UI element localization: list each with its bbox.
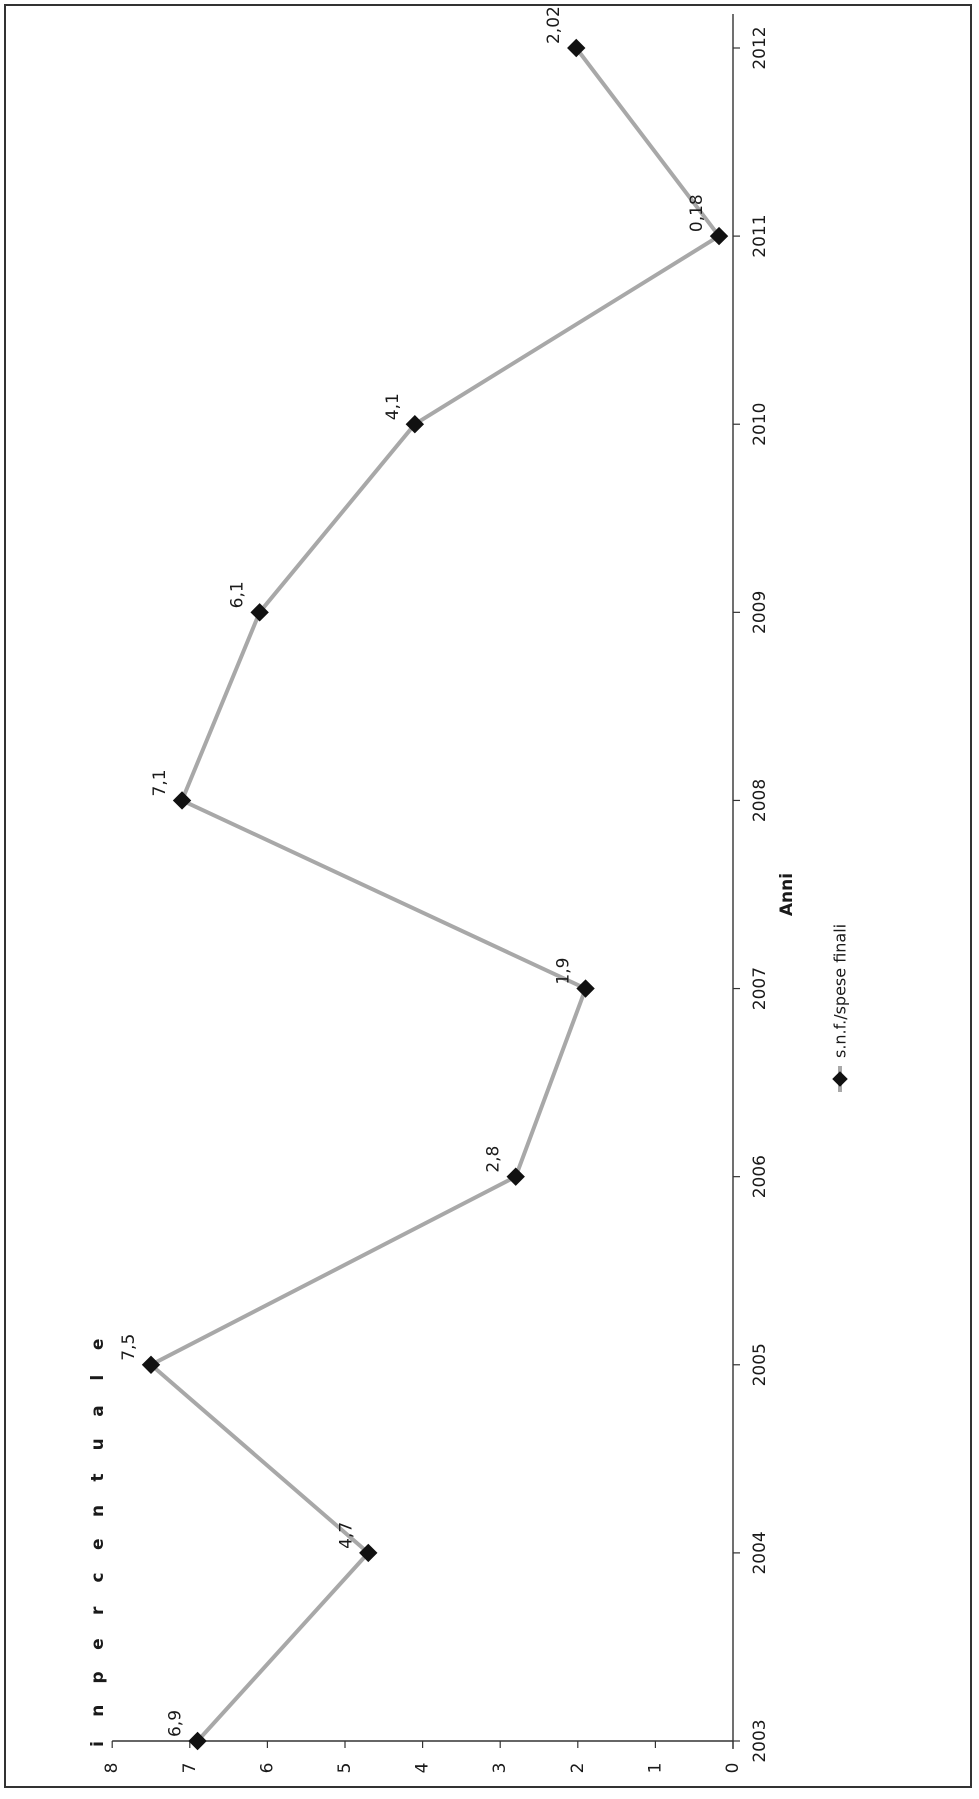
data-label: 1,9: [554, 958, 574, 985]
series-line: [149, 46, 721, 1743]
value-tick-label: 4: [413, 1763, 433, 1774]
data-point-marker: [506, 1167, 525, 1186]
chart-frame: [4, 4, 972, 1788]
data-point-marker: [172, 791, 192, 810]
data-point-marker: [188, 1731, 207, 1751]
y-axis-title-letter: c: [88, 1572, 108, 1582]
data-point-marker: [250, 603, 269, 622]
axes: [111, 14, 740, 1749]
data-label: 7,1: [150, 769, 170, 796]
data-label: 4,7: [336, 1522, 356, 1549]
category-tick-label: 2011: [750, 214, 770, 257]
y-axis-title-letter: n: [88, 1705, 108, 1717]
x-axis-title: Anni: [777, 873, 797, 916]
category-tick-label: 2003: [750, 1719, 770, 1762]
series-layer: [141, 38, 729, 1751]
category-tick-label: 2012: [750, 26, 770, 69]
value-tick-label: 3: [490, 1763, 510, 1774]
data-label: 4,1: [383, 393, 403, 420]
y-axis-title-letter: u: [88, 1438, 108, 1450]
data-point-marker: [359, 1543, 378, 1563]
y-axis-title-letter: i: [88, 1741, 108, 1747]
category-tick-label: 2006: [750, 1155, 770, 1198]
y-axis-title-letter: a: [88, 1405, 108, 1416]
data-label: 2,02: [544, 6, 564, 44]
data-label: 6,1: [228, 581, 248, 608]
data-label: 2,8: [484, 1146, 504, 1173]
data-label: 0,18: [687, 194, 707, 232]
y-axis-title-letter: e: [88, 1538, 108, 1550]
data-label: 6,9: [166, 1710, 186, 1737]
value-tick-label: 1: [645, 1763, 665, 1774]
y-axis-title-letter: r: [88, 1606, 108, 1615]
value-tick-label: 8: [102, 1763, 122, 1774]
legend-marker-swatch: [832, 1071, 848, 1087]
labels-layer: 2003200420052006200720082009201020112012…: [102, 6, 770, 1773]
data-label: 7,5: [119, 1334, 139, 1361]
value-tick-label: 5: [335, 1763, 355, 1774]
data-point-marker: [141, 1355, 161, 1374]
category-tick-label: 2007: [750, 967, 770, 1010]
category-tick-label: 2004: [750, 1531, 770, 1574]
y-axis-title-letter: e: [88, 1339, 108, 1351]
value-tick-label: 0: [723, 1763, 743, 1774]
y-axis-title-letter: l: [88, 1375, 108, 1381]
data-point-marker: [576, 979, 595, 998]
value-tick-label: 6: [257, 1763, 277, 1774]
legend: s.n.f./spese finali: [831, 924, 850, 1092]
category-tick-label: 2005: [750, 1343, 770, 1386]
data-point-marker: [709, 226, 729, 246]
data-point-marker: [567, 38, 586, 58]
y-axis-title: i n p e r c e n t u a l e: [88, 1339, 108, 1747]
data-point-marker: [405, 415, 425, 434]
legend-label: s.n.f./spese finali: [831, 924, 850, 1058]
category-tick-label: 2008: [750, 779, 770, 822]
y-axis-title-letter: p: [88, 1671, 108, 1683]
y-axis-title-letter: n: [88, 1505, 108, 1517]
category-tick-label: 2009: [750, 591, 770, 634]
y-axis-title-letter: t: [88, 1474, 108, 1482]
y-axis-title-letter: e: [88, 1638, 108, 1650]
value-tick-label: 2: [568, 1763, 588, 1774]
value-tick-label: 7: [180, 1763, 200, 1774]
category-tick-label: 2010: [750, 403, 770, 446]
